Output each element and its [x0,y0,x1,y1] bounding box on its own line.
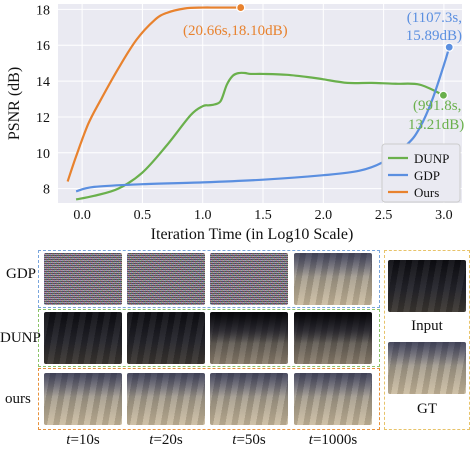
annotation-dunp-line2: 13.21dB) [408,117,464,133]
legend-label-gdp: GDP [414,168,440,183]
series-line-dunp [75,71,444,201]
reference-frame [384,250,470,430]
y-tick-label: 16 [36,39,50,54]
ours-row-frame [38,368,380,430]
dunp-row-frame [38,309,380,367]
x-tick-label: 1.0 [194,208,212,223]
x-tick-label: 2.0 [315,208,333,223]
time-label-1000s: t=1000s [308,432,358,448]
endpoint-marker-ours [236,2,246,13]
y-tick-label: 8 [43,183,50,198]
y-axis-label: PSNR (dB) [6,67,23,140]
gdp-1000s-image [294,253,372,305]
annotation-ours: (20.66s,18.10dB) [183,23,288,39]
series-line-gdp [75,46,451,193]
annotation-gdp-line1: (1107.3s, [407,10,462,26]
time-label-10s: t=10s [66,432,100,448]
y-tick-label: 14 [36,75,50,90]
time-label-50s: t=50s [232,432,266,448]
legend-label-dunp: DUNP [414,151,449,166]
row-label-dunp: DUNP [0,330,41,346]
dunp-50s-image [210,312,288,364]
annotation-dunp-line1: (991.8s, [413,98,461,114]
gdp-10s-image [44,253,122,305]
row-label-gdp: GDP [6,266,37,282]
legend-label-ours: Ours [414,185,439,200]
gdp-row-frame [38,250,380,308]
gt-image [388,342,466,394]
psnr-line-chart: 0.0 0.5 1.0 1.5 2.0 2.5 3.0 8 10 12 14 16 18 Iteratio… [6,2,464,243]
y-tick-label: 12 [36,111,50,126]
row-label-ours: ours [5,391,31,407]
input-label: Input [411,318,443,334]
gdp-20s-image [127,253,205,305]
series-line-ours [66,6,241,182]
gt-label: GT [417,401,437,417]
dunp-1000s-image [294,312,372,364]
time-label-20s: t=20s [149,432,183,448]
x-tick-label: 0.0 [73,208,91,223]
ours-50s-image [210,373,288,425]
x-tick-label: 2.5 [375,208,393,223]
input-image [388,260,466,312]
y-tick-label: 18 [36,3,50,18]
dunp-20s-image [127,312,205,364]
x-tick-label: 1.5 [254,208,272,223]
ours-1000s-image [294,373,372,425]
y-tick-label: 10 [36,147,50,162]
endpoint-marker-dunp [438,90,449,100]
x-axis-label: Iteration Time (in Log10 Scale) [151,226,354,243]
x-tick-label: 3.0 [435,208,453,223]
x-tick-label: 0.5 [134,208,152,223]
endpoint-marker-gdp [444,42,454,52]
gdp-50s-image [210,253,288,305]
dunp-10s-image [44,312,122,364]
annotation-gdp-line2: 15.89dB) [406,28,462,44]
ours-10s-image [44,373,122,425]
ours-20s-image [127,373,205,425]
